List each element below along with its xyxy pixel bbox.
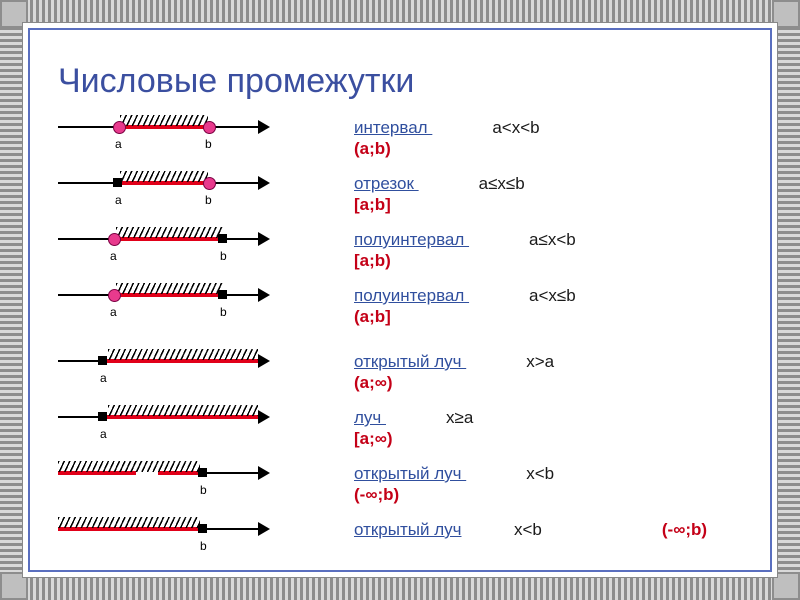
axis-label: b (220, 249, 227, 263)
interval-definition: полуинтервал a<x≤b (a;b] (354, 285, 742, 328)
interval-definition: луч x≥a [a;∞) (354, 407, 742, 450)
interval-name: интервал (354, 118, 432, 137)
axis-label: a (100, 427, 107, 441)
interval-inequality: a≤x≤b (479, 174, 525, 193)
interval-notation: (-∞;b) (354, 485, 399, 504)
interval-definition: полуинтервал a≤x<b [a;b) (354, 229, 742, 272)
closed-endpoint-icon (198, 524, 207, 533)
number-line: b (58, 519, 318, 565)
interval-notation: (a;∞) (354, 373, 393, 392)
closed-endpoint-icon (218, 234, 227, 243)
closed-endpoint-icon (218, 290, 227, 299)
interval-inequality: x<b (514, 520, 542, 539)
axis-label: a (115, 193, 122, 207)
open-endpoint-icon (203, 177, 216, 190)
interval-notation: (a;b] (354, 307, 391, 326)
interval-definition: интервал a<x<b (a;b) (354, 117, 742, 160)
axis-label: b (220, 305, 227, 319)
axis-label: a (100, 371, 107, 385)
axis-label: a (110, 305, 117, 319)
closed-endpoint-icon (113, 178, 122, 187)
open-endpoint-icon (108, 289, 121, 302)
axis-label: b (200, 483, 207, 497)
interval-notation: [a;b] (354, 195, 391, 214)
interval-notation: (-∞;b) (662, 520, 707, 539)
closed-endpoint-icon (98, 356, 107, 365)
interval-name: луч (354, 408, 386, 427)
open-endpoint-icon (113, 121, 126, 134)
number-line: a (58, 351, 318, 397)
slide-title: Числовые промежутки (58, 62, 742, 101)
number-line: ab (58, 229, 318, 275)
open-endpoint-icon (203, 121, 216, 134)
axis-label: b (205, 193, 212, 207)
number-line: ab (58, 117, 318, 163)
closed-endpoint-icon (98, 412, 107, 421)
interval-name: полуинтервал (354, 230, 469, 249)
interval-name: открытый луч (354, 519, 484, 540)
interval-list: abинтервал a<x<b(a;b)abотрезок a≤x≤b[a;b… (58, 117, 742, 565)
axis-label: b (200, 539, 207, 553)
axis-label: a (110, 249, 117, 263)
open-endpoint-icon (108, 233, 121, 246)
interval-inequality: a<x<b (492, 118, 539, 137)
interval-inequality: a<x≤b (529, 286, 576, 305)
interval-definition: открытый луч x<b (-∞;b) (354, 463, 742, 506)
interval-name: открытый луч (354, 352, 466, 371)
axis-label: b (205, 137, 212, 151)
interval-inequality: x<b (526, 464, 554, 483)
interval-name: полуинтервал (354, 286, 469, 305)
interval-notation: [a;∞) (354, 429, 393, 448)
interval-inequality: x>a (526, 352, 554, 371)
interval-notation: (a;b) (354, 139, 391, 158)
interval-inequality: x≥a (446, 408, 473, 427)
interval-definition: открытый луч x<b (-∞;b) (354, 519, 742, 540)
interval-notation: [a;b) (354, 251, 391, 270)
interval-name: отрезок (354, 174, 419, 193)
interval-name: открытый луч (354, 464, 466, 483)
interval-definition: отрезок a≤x≤b [a;b] (354, 173, 742, 216)
number-line: b (58, 463, 318, 509)
interval-inequality: a≤x<b (529, 230, 576, 249)
closed-endpoint-icon (198, 468, 207, 477)
interval-definition: открытый луч x>a (a;∞) (354, 351, 742, 394)
slide-content: Числовые промежутки abинтервал a<x<b(a;b… (34, 34, 766, 566)
number-line: a (58, 407, 318, 453)
number-line: ab (58, 173, 318, 219)
number-line: ab (58, 285, 318, 341)
axis-label: a (115, 137, 122, 151)
